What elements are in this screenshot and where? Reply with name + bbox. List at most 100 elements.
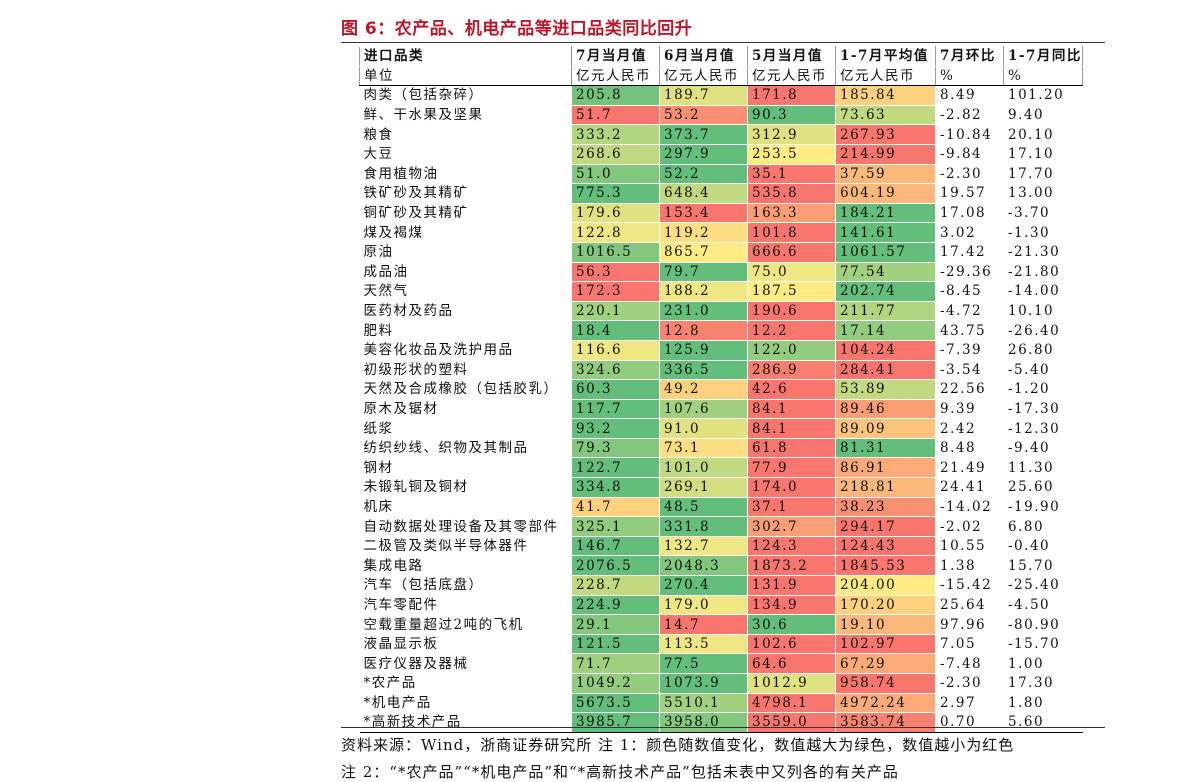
source-note: 资料来源：Wind，浙商证券研究所 注 1：颜色随数值变化，数值越大为绿色，数值… (341, 736, 1015, 754)
table-row: 未锻轧铜及铜材 334.8 269.1 174.0 218.81 24.41 25.60 (359, 477, 1083, 498)
value-cell: 37.1 (747, 496, 836, 518)
value-cell: 179.0 (659, 594, 748, 616)
category-cell: 天然及合成橡胶（包括胶乳） (359, 379, 572, 400)
table-row: 二极管及类似半导体器件 146.7 132.7 124.3 124.43 10.55 -0.… (359, 535, 1083, 557)
value-cell: 8.48 (935, 437, 1004, 459)
table-row: 纺织纱线、织物及其制品 79.3 73.1 61.8 81.31 8.48 -9.40 (359, 437, 1083, 459)
value-cell: 228.7 (571, 575, 660, 596)
value-cell: 9.40 (1003, 104, 1083, 126)
value-cell: 270.4 (659, 575, 748, 596)
value-cell: 125.9 (659, 339, 748, 361)
value-cell: 187.5 (747, 281, 836, 302)
value-cell: 336.5 (659, 359, 748, 381)
value-cell: -4.50 (1003, 594, 1083, 616)
category-cell: 肉类（包括杂碎） (359, 85, 572, 106)
value-cell: -2.30 (935, 673, 1004, 694)
category-cell: 煤及褐煤 (359, 222, 572, 243)
value-cell: 30.6 (747, 614, 836, 635)
value-cell: 17.30 (1003, 673, 1083, 694)
category-cell: 自动数据处理设备及其零部件 (359, 516, 572, 537)
value-cell: 102.6 (747, 633, 836, 655)
value-cell: 73.1 (659, 437, 748, 459)
value-cell: 1073.9 (659, 673, 748, 694)
category-cell: 二极管及类似半导体器件 (359, 535, 572, 557)
value-cell: 2.42 (935, 418, 1004, 439)
table-row: 集成电路 2076.5 2048.3 1873.2 1845.53 1.38 15.70 (359, 555, 1083, 577)
value-cell: 3985.7 (571, 712, 660, 733)
category-cell: 纺织纱线、织物及其制品 (359, 437, 572, 459)
table-row: 机床 41.7 48.5 37.1 38.23 -14.02 -19.90 (359, 496, 1083, 518)
value-cell: -25.40 (1003, 575, 1083, 596)
bottom-rule (341, 727, 1105, 728)
value-cell: 90.3 (747, 104, 836, 126)
value-cell: 77.54 (835, 261, 936, 283)
value-cell: % (1003, 65, 1083, 87)
category-cell: 食用植物油 (359, 163, 572, 185)
category-cell: 铜矿砂及其精矿 (359, 202, 572, 224)
value-cell: 865.7 (659, 241, 748, 263)
value-cell: 267.93 (835, 124, 936, 145)
table-row: 钢材 122.7 101.0 77.9 86.91 21.49 11.30 (359, 457, 1083, 479)
value-cell: 71.7 (571, 653, 660, 674)
footnote-2: 注 2：“*农产品”“*机电产品”和“*高新技术产品”包括未表中又列各的有关产品 (341, 763, 899, 781)
value-cell: 101.8 (747, 222, 836, 243)
category-cell: 单位 (359, 65, 572, 87)
value-cell: 185.84 (835, 85, 936, 106)
value-cell: 17.70 (1003, 163, 1083, 185)
value-cell: 2076.5 (571, 555, 660, 577)
value-cell: 184.21 (835, 202, 936, 224)
value-cell: 117.7 (571, 398, 660, 420)
value-cell: 86.91 (835, 457, 936, 479)
value-cell: -9.40 (1003, 437, 1083, 459)
value-cell: 302.7 (747, 516, 836, 537)
value-cell: 49.2 (659, 379, 748, 400)
value-cell: -15.70 (1003, 633, 1083, 655)
table-row: 肥料 18.4 12.8 12.2 17.14 43.75 -26.40 (359, 320, 1083, 341)
value-cell: 214.99 (835, 143, 936, 165)
value-cell: 211.77 (835, 300, 936, 322)
value-cell: 3958.0 (659, 712, 748, 733)
value-cell: 29.1 (571, 614, 660, 635)
table-row: 原木及锯材 117.7 107.6 84.1 89.46 9.39 -17.30 (359, 398, 1083, 420)
value-cell: 7月当月值 (571, 46, 660, 67)
value-cell: -1.20 (1003, 379, 1083, 400)
value-cell: 231.0 (659, 300, 748, 322)
value-cell: -3.70 (1003, 202, 1083, 224)
value-cell: 253.5 (747, 143, 836, 165)
category-cell: 集成电路 (359, 555, 572, 577)
table-row: 医疗仪器及器械 71.7 77.5 64.6 67.29 -7.48 1.00 (359, 653, 1083, 674)
value-cell: 24.41 (935, 477, 1004, 498)
value-cell: 334.8 (571, 477, 660, 498)
table-row: 初级形状的塑料 324.6 336.5 286.9 284.41 -3.54 -5.40 (359, 359, 1083, 381)
value-cell: 535.8 (747, 183, 836, 204)
table-row: 煤及褐煤 122.8 119.2 101.8 141.61 3.02 -1.30 (359, 222, 1083, 243)
value-cell: 1049.2 (571, 673, 660, 694)
value-cell: -14.00 (1003, 281, 1083, 302)
category-cell: 原油 (359, 241, 572, 263)
value-cell: 17.10 (1003, 143, 1083, 165)
value-cell: 5673.5 (571, 692, 660, 714)
value-cell: -15.42 (935, 575, 1004, 596)
table-row: 天然气 172.3 188.2 187.5 202.74 -8.45 -14.00 (359, 281, 1083, 302)
value-cell: -80.90 (1003, 614, 1083, 635)
value-cell: 亿元人民币 (835, 65, 936, 87)
value-cell: 205.8 (571, 85, 660, 106)
value-cell: 204.00 (835, 575, 936, 596)
value-cell: 1-7月同比 (1003, 46, 1083, 67)
value-cell: -12.30 (1003, 418, 1083, 439)
category-cell: 铁矿砂及其精矿 (359, 183, 572, 204)
table-row: *农产品 1049.2 1073.9 1012.9 958.74 -2.30 17.30 (359, 673, 1083, 694)
value-cell: 121.5 (571, 633, 660, 655)
value-cell: 77.5 (659, 653, 748, 674)
value-cell: 12.2 (747, 320, 836, 341)
value-cell: 93.2 (571, 418, 660, 439)
value-cell: 22.56 (935, 379, 1004, 400)
value-cell: 0.70 (935, 712, 1004, 733)
value-cell: 19.57 (935, 183, 1004, 204)
category-cell: 天然气 (359, 281, 572, 302)
value-cell: 1.38 (935, 555, 1004, 577)
category-cell: 肥料 (359, 320, 572, 341)
value-cell: 666.6 (747, 241, 836, 263)
value-cell: 958.74 (835, 673, 936, 694)
table-row: 大豆 268.6 297.9 253.5 214.99 -9.84 17.10 (359, 143, 1083, 165)
